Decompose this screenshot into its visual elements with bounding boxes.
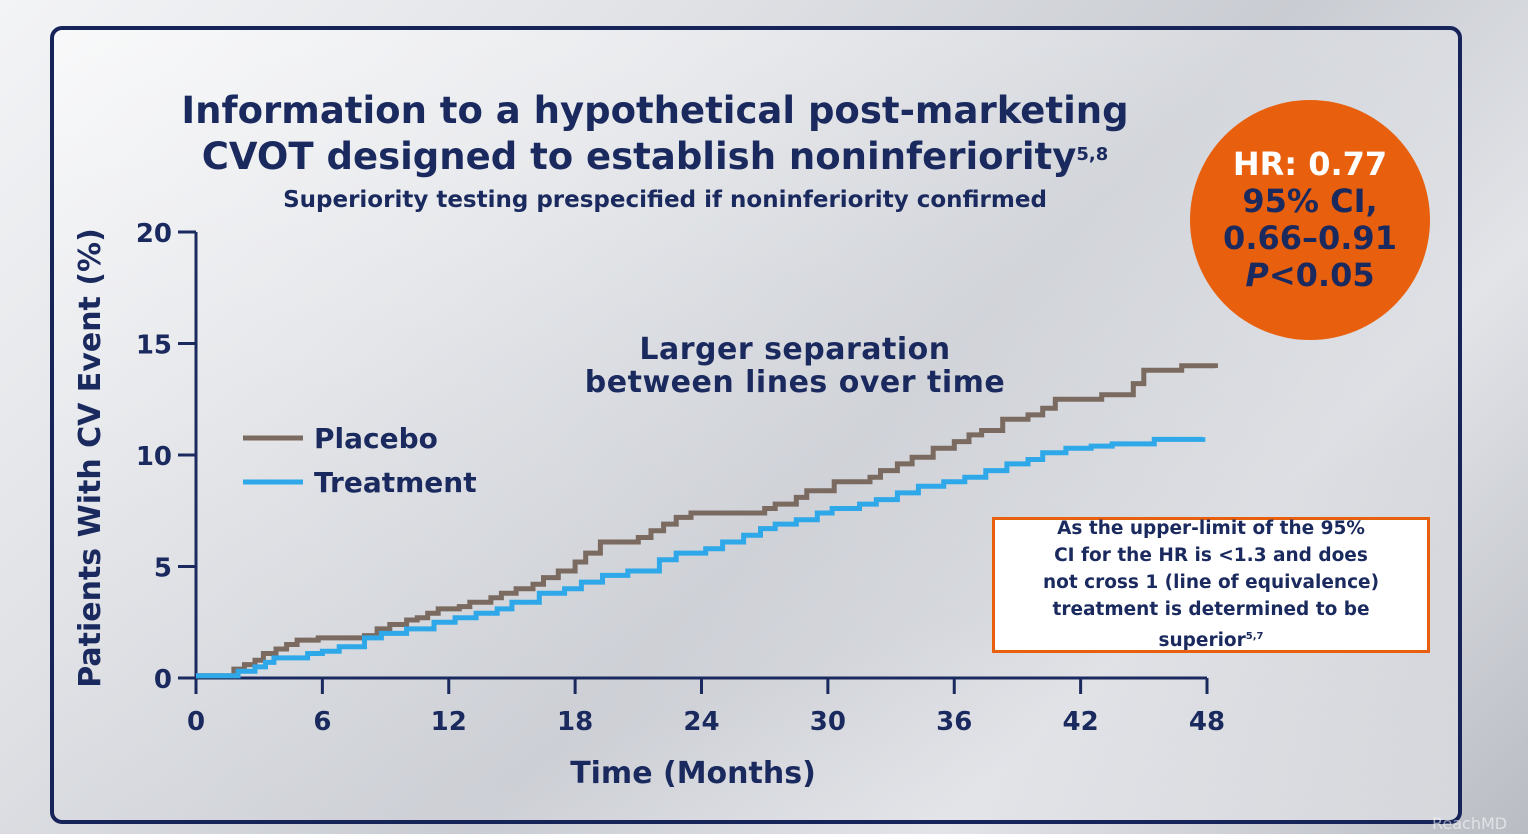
series-line-placebo bbox=[196, 363, 1218, 679]
ci-label: 95% CI, bbox=[1242, 182, 1378, 220]
p-letter: P bbox=[1245, 256, 1269, 294]
x-axis-label: Time (Months) bbox=[570, 756, 816, 791]
superiority-note-box: As the upper-limit of the 95% CI for the… bbox=[992, 517, 1430, 653]
y-tick-label: 5 bbox=[154, 554, 172, 584]
x-tick-label: 48 bbox=[1189, 707, 1225, 737]
note-superscript: 5,7 bbox=[1245, 631, 1264, 643]
p-threshold: <0.05 bbox=[1268, 256, 1375, 294]
p-value: P<0.05 bbox=[1245, 257, 1374, 294]
x-tick-label: 6 bbox=[313, 707, 331, 737]
x-tick-label: 30 bbox=[810, 707, 846, 737]
y-ticks: 0 5 10 15 20 bbox=[136, 219, 196, 695]
note-line-2: CI for the HR is <1.3 and does bbox=[1054, 545, 1368, 567]
chart-subtitle: Superiority testing prespecified if noni… bbox=[283, 187, 1047, 213]
legend-label-placebo: Placebo bbox=[314, 422, 438, 455]
y-tick-label: 10 bbox=[136, 442, 172, 472]
y-tick-label: 0 bbox=[154, 665, 172, 695]
x-ticks: 0 6 12 18 24 30 36 42 48 bbox=[187, 678, 1225, 737]
annotation-line-1: Larger separation bbox=[639, 332, 951, 367]
hazard-ratio-badge: HR: 0.77 95% CI, 0.66–0.91 P<0.05 bbox=[1190, 100, 1430, 340]
y-axis-label: Patients With CV Event (%) bbox=[73, 228, 108, 688]
legend-label-treatment: Treatment bbox=[314, 466, 477, 499]
x-tick-label: 36 bbox=[936, 707, 972, 737]
ci-range: 0.66–0.91 bbox=[1223, 219, 1397, 257]
chart-title: Information to a hypothetical post-marke… bbox=[160, 88, 1150, 180]
separation-annotation: Larger separation between lines over tim… bbox=[560, 333, 1030, 399]
series-lines bbox=[196, 363, 1218, 679]
x-tick-label: 24 bbox=[683, 707, 719, 737]
title-superscript: 5,8 bbox=[1076, 144, 1109, 165]
note-line-1: As the upper-limit of the 95% bbox=[1057, 518, 1365, 540]
y-tick-label: 20 bbox=[136, 219, 172, 249]
note-line-3: not cross 1 (line of equivalence) bbox=[1042, 572, 1380, 594]
series-line-treatment bbox=[196, 436, 1206, 679]
watermark: ReachMD bbox=[1432, 814, 1508, 833]
y-tick-label: 15 bbox=[136, 331, 172, 361]
x-tick-label: 18 bbox=[557, 707, 593, 737]
hr-value: HR: 0.77 bbox=[1232, 145, 1388, 183]
annotation-line-2: between lines over time bbox=[584, 365, 1006, 400]
legend: Placebo Treatment bbox=[243, 422, 477, 499]
x-tick-label: 0 bbox=[187, 707, 205, 737]
x-tick-label: 12 bbox=[431, 707, 467, 737]
x-tick-label: 42 bbox=[1063, 707, 1099, 737]
title-line-2: CVOT designed to establish noninferiorit… bbox=[201, 135, 1077, 178]
note-line-4: treatment is determined to be superior bbox=[1052, 599, 1370, 652]
title-line-1: Information to a hypothetical post-marke… bbox=[181, 89, 1129, 132]
